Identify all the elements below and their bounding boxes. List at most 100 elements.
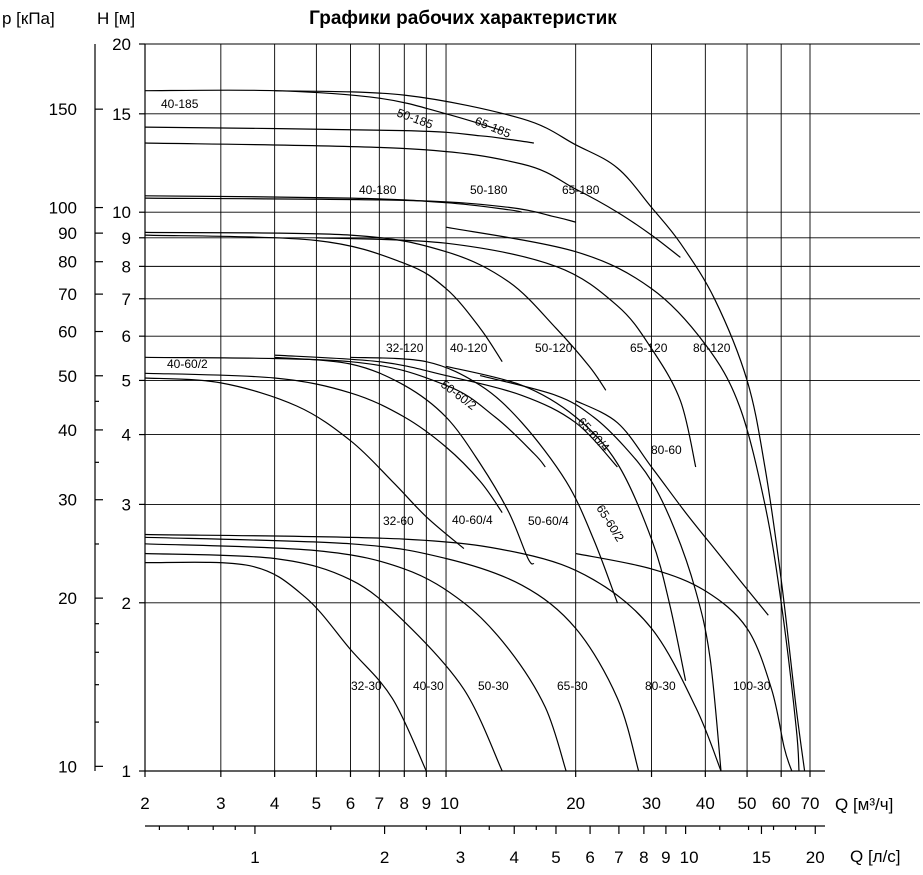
curve-label: 40-60/2 xyxy=(167,357,208,371)
q-ls-tick-label: 10 xyxy=(680,848,699,867)
p-tick-label: 40 xyxy=(58,421,77,440)
x-tick-label: 60 xyxy=(772,794,791,813)
h-axis-label: H [м] xyxy=(97,9,135,28)
p-tick-label: 50 xyxy=(58,367,77,386)
q-ls-tick-label: 5 xyxy=(551,848,560,867)
curve-label: 32-30 xyxy=(351,679,382,693)
x-tick-label: 10 xyxy=(440,794,459,813)
q-ls-tick-label: 1 xyxy=(250,848,259,867)
curve-label: 80-60 xyxy=(651,443,682,457)
curve-label: 40-60/4 xyxy=(452,513,493,527)
q-ls-tick-label: 8 xyxy=(639,848,648,867)
curve-40-60-2 xyxy=(144,372,503,513)
p-tick-label: 80 xyxy=(58,253,77,272)
curve-65-185 xyxy=(274,90,806,772)
x-tick-label: 7 xyxy=(375,794,384,813)
q-ls-tick-label: 7 xyxy=(614,848,623,867)
curve-32-30 xyxy=(144,561,427,772)
curve-label: 40-120 xyxy=(450,341,488,355)
curve-65-180 xyxy=(144,142,681,258)
curve-label: 50-180 xyxy=(470,183,508,197)
curve-50-60-2 xyxy=(144,356,546,468)
q-ls-axis-label: Q [л/с] xyxy=(850,847,901,866)
curve-65-120 xyxy=(316,237,697,468)
p-tick-label: 60 xyxy=(58,323,77,342)
curve-80-30 xyxy=(144,533,722,772)
h-tick-label: 5 xyxy=(122,371,131,390)
curve-label: 50-60/4 xyxy=(528,514,569,528)
curve-65-60-4 xyxy=(479,375,722,772)
q-ls-tick-label: 2 xyxy=(380,848,389,867)
q-ls-tick-label: 3 xyxy=(456,848,465,867)
curve-label: 65-180 xyxy=(562,183,600,197)
curve-40-60-4 xyxy=(274,356,535,565)
curve-label: 80-120 xyxy=(693,341,731,355)
curve-label: 40-180 xyxy=(359,183,397,197)
p-tick-label: 100 xyxy=(49,199,77,218)
h-tick-label: 4 xyxy=(122,426,131,445)
q-ls-tick-label: 20 xyxy=(806,848,825,867)
x-tick-label: 4 xyxy=(270,794,279,813)
curve-80-120 xyxy=(445,226,800,772)
x-tick-label: 30 xyxy=(642,794,661,813)
curve-40-30 xyxy=(144,552,503,772)
curve-label: 65-120 xyxy=(630,341,668,355)
curve-label: 80-30 xyxy=(645,679,676,693)
h-tick-label: 2 xyxy=(122,594,131,613)
curve-65-30 xyxy=(144,536,640,772)
h-tick-label: 8 xyxy=(122,257,131,276)
h-tick-label: 6 xyxy=(122,327,131,346)
x-tick-label: 40 xyxy=(696,794,715,813)
curve-label: 50-120 xyxy=(535,341,573,355)
p-tick-label: 90 xyxy=(58,224,77,243)
axes: 2 3 4 5 6 7 8 9 10 20 30 40 50 60 70123456789101520102… xyxy=(49,35,825,867)
h-tick-label: 9 xyxy=(122,229,131,248)
curve-80-60 xyxy=(575,400,769,616)
curve-label: 40-185 xyxy=(161,97,199,111)
curve-label: 32-60 xyxy=(383,514,414,528)
curve-32-60 xyxy=(144,377,465,550)
x-tick-label: 70 xyxy=(801,794,820,813)
h-tick-label: 15 xyxy=(112,105,131,124)
x-tick-label: 9 xyxy=(422,794,431,813)
x-tick-label: 20 xyxy=(566,794,585,813)
h-tick-label: 7 xyxy=(122,290,131,309)
curve-label: 50-30 xyxy=(478,679,509,693)
p-tick-label: 70 xyxy=(58,285,77,304)
curve-50-185 xyxy=(144,89,503,132)
curve-50-120 xyxy=(144,231,607,391)
grid xyxy=(144,43,920,771)
curve-label: 65-30 xyxy=(557,679,588,693)
curve-label: 65-60/2 xyxy=(593,502,627,544)
q-ls-tick-label: 9 xyxy=(661,848,670,867)
h-tick-label: 1 xyxy=(122,762,131,781)
q-ls-tick-label: 15 xyxy=(752,848,771,867)
curve-label: 100-30 xyxy=(733,679,771,693)
q-ls-tick-label: 4 xyxy=(510,848,519,867)
curves xyxy=(144,89,806,772)
p-axis-label: p [кПа] xyxy=(2,9,55,28)
curve-label: 40-30 xyxy=(413,679,444,693)
curve-40-120 xyxy=(144,234,503,363)
h-tick-label: 10 xyxy=(112,203,131,222)
curve-50-180 xyxy=(144,197,576,223)
x-tick-label: 2 xyxy=(140,794,149,813)
curve-40-185 xyxy=(144,126,534,144)
x-tick-label: 5 xyxy=(312,794,321,813)
curve-label: 32-120 xyxy=(386,341,424,355)
x-tick-label: 6 xyxy=(346,794,355,813)
q-ls-tick-label: 6 xyxy=(585,848,594,867)
h-tick-label: 20 xyxy=(112,35,131,54)
p-tick-label: 10 xyxy=(58,757,77,776)
p-tick-label: 30 xyxy=(58,491,77,510)
x-tick-label: 3 xyxy=(216,794,225,813)
curve-50-60-4 xyxy=(350,356,618,604)
chart-title: Графики рабочих характеристик xyxy=(309,8,617,29)
curve-100-30 xyxy=(575,552,793,772)
q-m3h-axis-label: Q [м³/ч] xyxy=(835,795,893,814)
curve-32-120 xyxy=(274,354,618,468)
curve-label: 50-60/2 xyxy=(438,377,479,413)
x-tick-label: 8 xyxy=(400,794,409,813)
h-tick-label: 3 xyxy=(122,495,131,514)
